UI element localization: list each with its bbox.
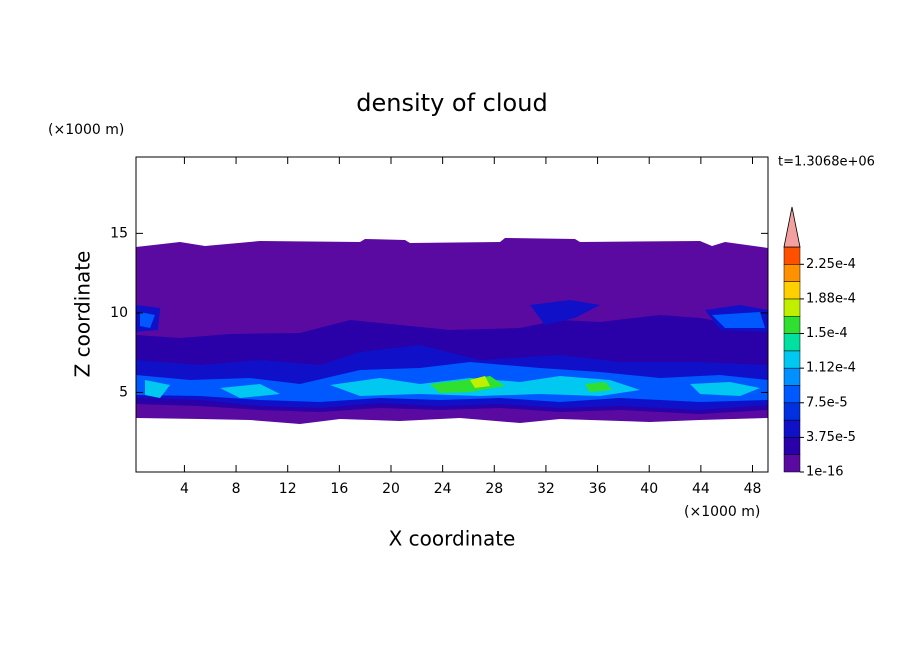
- colorbar-tick-label: 1e-16: [806, 465, 844, 480]
- colorbar-band: [783, 419, 801, 438]
- colorbar-tick-label: 1.88e-4: [806, 291, 856, 306]
- colorbar-band: [783, 454, 801, 473]
- colorbar-band: [783, 281, 801, 300]
- chart-title: density of cloud: [356, 89, 547, 117]
- x-tick-label: 24: [434, 481, 452, 497]
- colorbar-band: [783, 367, 801, 386]
- x-tick-label: 48: [744, 481, 762, 497]
- x-tick-label: 32: [537, 481, 555, 497]
- y-unit: (×1000 m): [48, 122, 124, 138]
- contour-field: [136, 238, 768, 424]
- x-tick-label: 12: [279, 481, 297, 497]
- y-tick-label: 10: [110, 305, 128, 321]
- colorbar-band: [783, 333, 801, 352]
- x-tick-label: 36: [589, 481, 607, 497]
- colorbar-band: [783, 402, 801, 421]
- colorbar-tick-label: 1.5e-4: [806, 326, 848, 341]
- colorbar-band: [783, 350, 801, 369]
- x-tick-label: 40: [640, 481, 658, 497]
- colorbar-band: [783, 385, 801, 404]
- x-tick-label: 28: [485, 481, 503, 497]
- x-unit: (×1000 m): [684, 504, 760, 520]
- x-tick-label: 44: [692, 481, 710, 497]
- colorbar-band: [783, 246, 801, 265]
- colorbar-tick-label: 3.75e-5: [806, 430, 856, 445]
- colorbar-band: [783, 315, 801, 334]
- colorbar-tick-label: 1.12e-4: [806, 361, 856, 376]
- colorbar-tick-label: 7.5e-5: [806, 395, 848, 410]
- colorbar-over: [783, 206, 801, 248]
- x-axis-title: X coordinate: [389, 527, 516, 551]
- colorbar-band: [783, 437, 801, 455]
- x-tick-label: 20: [382, 481, 400, 497]
- y-axis-title: Z coordinate: [71, 251, 95, 378]
- colorbar-band: [783, 264, 801, 282]
- plot-frame: [135, 156, 769, 473]
- y-tick-label: 5: [119, 384, 128, 400]
- x-tick-label: 4: [180, 481, 189, 497]
- time-label: t=1.3068e+06: [778, 155, 875, 170]
- y-tick-label: 15: [110, 225, 128, 241]
- colorbar-tick-label: 2.25e-4: [806, 257, 856, 272]
- x-tick-label: 8: [232, 481, 241, 497]
- colorbar-band: [783, 298, 801, 317]
- x-tick-label: 16: [330, 481, 348, 497]
